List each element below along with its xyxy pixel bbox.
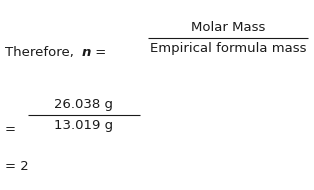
Text: 13.019 g: 13.019 g: [54, 119, 114, 132]
Text: 26.038 g: 26.038 g: [55, 98, 113, 111]
Text: = 2: = 2: [5, 160, 29, 173]
Text: n: n: [82, 46, 91, 59]
Text: Empirical formula mass: Empirical formula mass: [150, 42, 306, 55]
Text: =: =: [5, 123, 16, 136]
Text: Molar Mass: Molar Mass: [191, 21, 265, 34]
Text: =: =: [91, 46, 111, 59]
Text: Therefore,: Therefore,: [5, 46, 78, 59]
